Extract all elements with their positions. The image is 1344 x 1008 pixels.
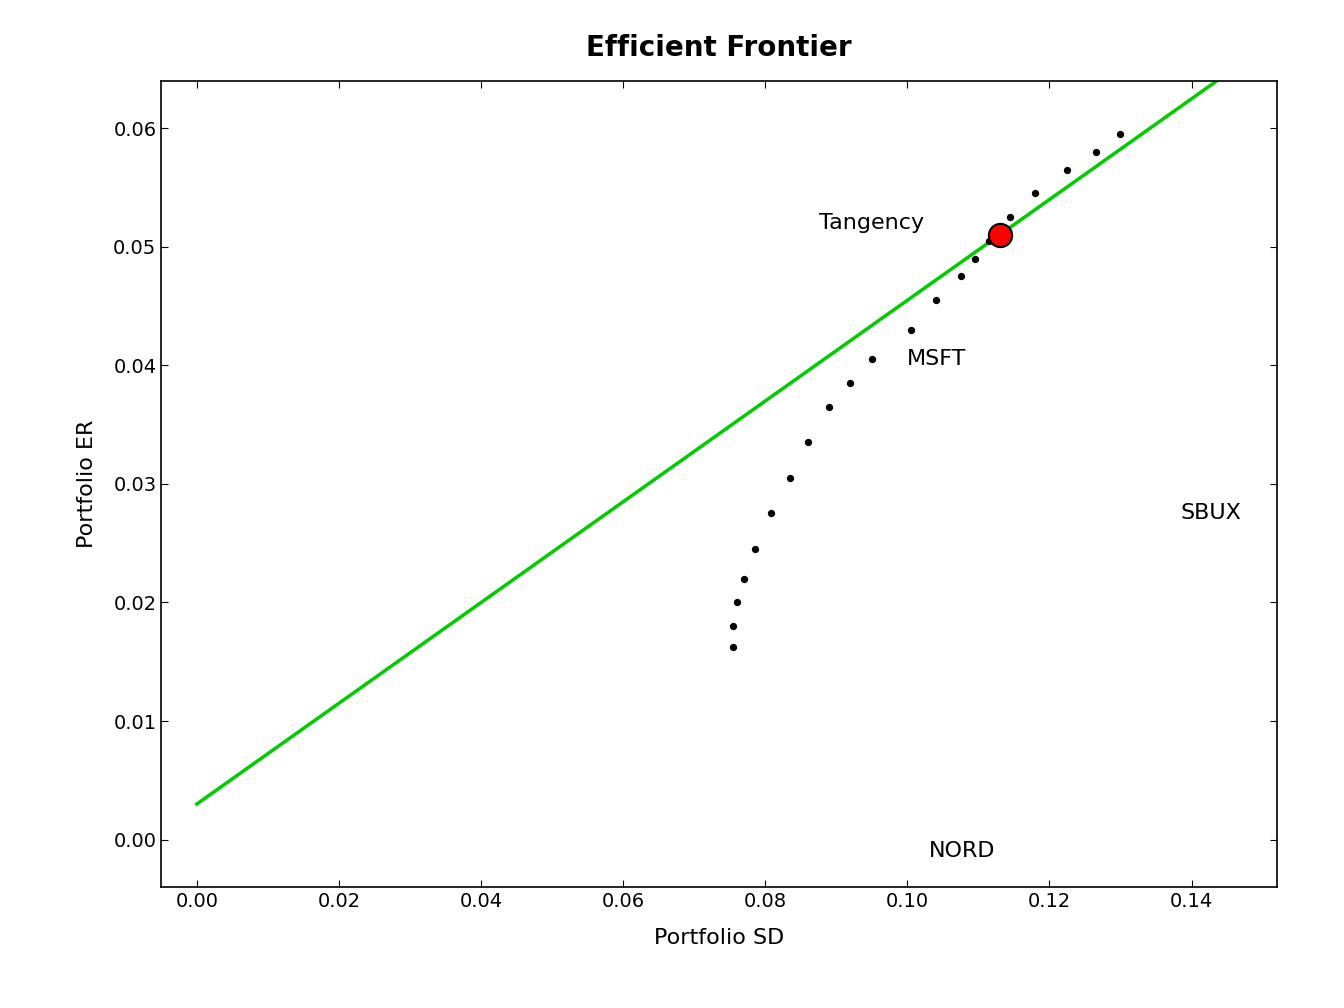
Point [726,595,747,611]
Point [950,268,972,284]
Point [1000,209,1021,225]
Point [978,233,1000,249]
Point [743,541,765,557]
Title: Efficient Frontier: Efficient Frontier [586,33,852,61]
Text: Tangency: Tangency [818,213,923,233]
Text: MSFT: MSFT [907,349,966,369]
Point [761,505,782,521]
Point [925,292,946,308]
Point [734,571,755,587]
Text: SBUX: SBUX [1181,503,1242,523]
Point [818,399,840,415]
Point [1110,126,1132,142]
Y-axis label: Portfolio ER: Portfolio ER [77,419,97,548]
X-axis label: Portfolio SD: Portfolio SD [655,927,784,948]
Point [1024,185,1046,202]
Point [964,250,985,266]
Point [840,375,862,391]
Point [797,434,818,451]
Point [780,470,801,486]
Point [862,351,883,367]
Text: NORD: NORD [929,842,995,862]
Point [723,618,745,634]
Point [1056,161,1078,177]
Point [900,322,922,338]
Point [989,227,1011,243]
Point [723,639,745,655]
Point [1085,144,1106,160]
